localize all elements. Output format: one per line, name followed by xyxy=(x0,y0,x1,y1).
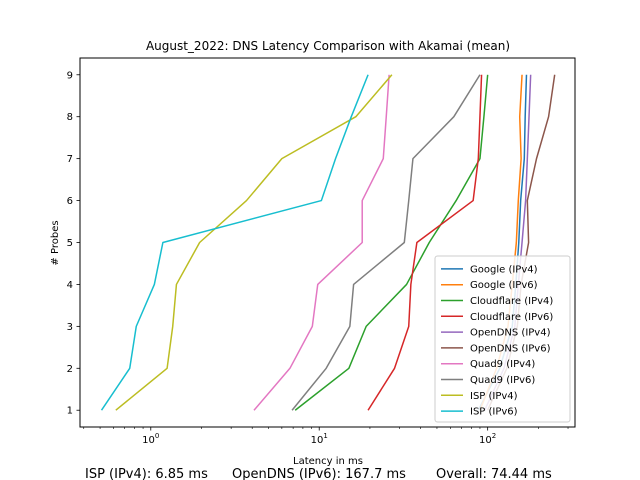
y-tick-label-1: 2 xyxy=(67,364,73,375)
legend-label-1: Google (IPv6) xyxy=(470,280,538,291)
y-tick-label-5: 6 xyxy=(67,196,73,207)
series-line-3 xyxy=(367,74,483,411)
y-axis-ticks: 1 2 3 4 5 6 7 8 9 xyxy=(67,70,80,417)
series-line-2 xyxy=(294,74,489,411)
series-line-8 xyxy=(115,74,393,411)
x-axis-label: Latency in ms xyxy=(293,456,363,467)
y-tick-label-8: 9 xyxy=(67,70,73,81)
legend: Google (IPv4) Google (IPv6) Cloudflare (IP… xyxy=(434,255,571,423)
footer-isp-ipv4: ISP (IPv4): 6.85 ms xyxy=(85,467,208,480)
y-tick-label-6: 7 xyxy=(67,154,73,165)
legend-label-6: Quad9 (IPv4) xyxy=(470,359,535,370)
legend-label-5: OpenDNS (IPv6) xyxy=(470,343,551,354)
y-axis-label: # Probes xyxy=(50,220,61,265)
y-tick-label-0: 1 xyxy=(67,406,73,417)
legend-label-7: Quad9 (IPv6) xyxy=(470,375,535,386)
series-line-6 xyxy=(253,74,390,411)
legend-box xyxy=(434,255,571,423)
y-tick-label-4: 5 xyxy=(67,238,73,249)
x-tick-label-2: 102 xyxy=(479,432,496,446)
legend-label-9: ISP (IPv6) xyxy=(470,407,518,418)
y-tick-label-7: 8 xyxy=(67,112,73,123)
series-line-9 xyxy=(100,74,369,411)
footer-overall: Overall: 74.44 ms xyxy=(436,467,552,480)
legend-label-0: Google (IPv4) xyxy=(470,264,538,275)
x-tick-label-1: 101 xyxy=(311,432,328,446)
x-tick-label-0: 100 xyxy=(142,432,159,446)
legend-label-2: Cloudflare (IPv4) xyxy=(470,296,553,307)
legend-label-4: OpenDNS (IPv4) xyxy=(470,328,551,339)
x-axis-ticks: 100 101 102 xyxy=(83,427,569,446)
legend-label-3: Cloudflare (IPv6) xyxy=(470,312,553,323)
y-tick-label-3: 4 xyxy=(67,280,73,291)
legend-label-8: ISP (IPv4) xyxy=(470,391,518,402)
series-line-7 xyxy=(291,74,481,411)
y-tick-label-2: 3 xyxy=(67,322,73,333)
series-layer xyxy=(100,74,556,411)
chart-title: August_2022: DNS Latency Comparison with… xyxy=(146,39,510,53)
footer-opendns-ipv6: OpenDNS (IPv6): 167.7 ms xyxy=(232,467,406,480)
